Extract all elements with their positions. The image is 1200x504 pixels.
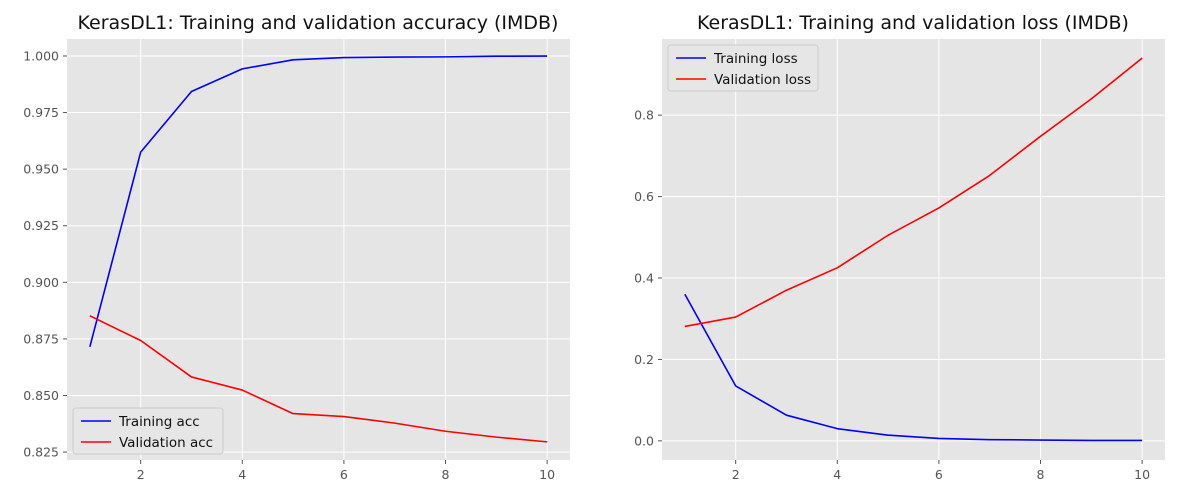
legend-label: Training loss bbox=[713, 51, 798, 67]
y-tick-label: 0.875 bbox=[23, 331, 59, 346]
chart-1: 0.825 0.850 0.875 0.900 0.925 0.950 0.975 1.000… bbox=[23, 12, 570, 482]
x-tick-label: 8 bbox=[1037, 467, 1045, 482]
series-line-validation-loss bbox=[684, 57, 1143, 328]
y-tick-label: 0.2 bbox=[634, 352, 654, 367]
y-tick-label: 0.825 bbox=[23, 445, 59, 460]
y-tick-label: 0.975 bbox=[23, 105, 59, 120]
x-tick-label: 6 bbox=[340, 467, 348, 482]
x-tick-label: 10 bbox=[539, 467, 555, 482]
plot-area bbox=[67, 39, 570, 460]
chart-title: KerasDL1: Training and validation accura… bbox=[78, 12, 559, 34]
y-tick-label: 1.000 bbox=[23, 48, 59, 63]
y-tick-label: 0.900 bbox=[23, 275, 59, 290]
legend: Training acc Validation acc bbox=[72, 407, 224, 455]
y-tick-label: 0.925 bbox=[23, 218, 59, 233]
x-tick-label: 2 bbox=[137, 467, 145, 482]
y-tick-label: 0.950 bbox=[23, 162, 59, 177]
x-tick-label: 8 bbox=[442, 467, 450, 482]
x-tick-label: 4 bbox=[238, 467, 246, 482]
chart-2: 0.0 0.2 0.4 0.6 0.8 2 4 6 8 10 KerasDL1: Training … bbox=[634, 12, 1165, 482]
y-tick-label: 0.6 bbox=[634, 189, 654, 204]
legend: Training loss Validation loss bbox=[667, 44, 819, 92]
x-tick-label: 6 bbox=[935, 467, 943, 482]
chart-title: KerasDL1: Training and validation loss (… bbox=[697, 12, 1129, 34]
plot-area bbox=[662, 39, 1165, 460]
x-tick-label: 4 bbox=[833, 467, 841, 482]
series-line-validation-acc bbox=[89, 315, 548, 443]
y-tick-label: 0.850 bbox=[23, 388, 59, 403]
y-tick-label: 0.0 bbox=[634, 433, 654, 448]
legend-label: Validation loss bbox=[714, 72, 811, 88]
legend-label: Training acc bbox=[118, 414, 200, 430]
series-line-training-acc bbox=[89, 55, 548, 348]
x-tick-label: 2 bbox=[732, 467, 740, 482]
legend-label: Validation acc bbox=[119, 435, 213, 451]
y-tick-label: 0.8 bbox=[634, 108, 654, 123]
series-line-training-loss bbox=[684, 293, 1143, 442]
x-tick-label: 10 bbox=[1134, 467, 1150, 482]
y-tick-label: 0.4 bbox=[634, 271, 654, 286]
